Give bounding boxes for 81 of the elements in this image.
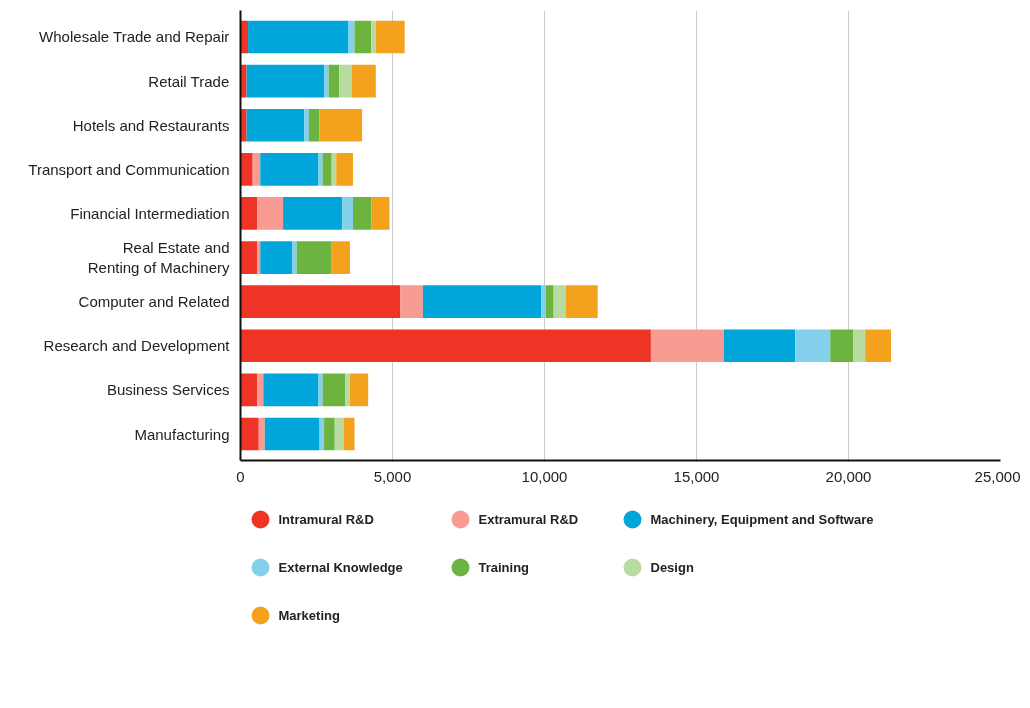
bar (328, 64, 340, 98)
x-tick-label: 15,000 (673, 467, 720, 485)
y-tick-label: Real Estate and Renting of Machinery (87, 238, 230, 277)
bar (246, 64, 325, 98)
y-tick-label: Retail Trade (148, 72, 230, 90)
bar (248, 20, 349, 54)
bar (252, 153, 261, 186)
legend-label: Marketing (278, 608, 340, 623)
bar (349, 373, 369, 407)
bar (240, 329, 651, 363)
bar (422, 285, 542, 318)
bar (541, 285, 547, 318)
x-tick-label: 10,000 (521, 467, 568, 485)
y-tick-label: Transport and Communication (28, 160, 230, 178)
bar (263, 373, 319, 407)
bar (348, 20, 355, 54)
bar (240, 153, 253, 186)
bar (246, 108, 305, 142)
bar (318, 153, 323, 186)
bar (318, 373, 323, 407)
legend-label: External Knowledge (278, 560, 403, 575)
y-tick-label: Hotels and Restaurants (72, 116, 230, 134)
bar (371, 20, 376, 54)
x-tick-label: 5,000 (373, 467, 412, 485)
bar (257, 197, 284, 230)
bar (795, 329, 831, 363)
bar (865, 329, 892, 363)
legend-label: Machinery, Equipment and Software (650, 512, 874, 527)
bar (257, 241, 261, 274)
bar (352, 197, 372, 230)
bar (343, 417, 355, 451)
x-tick-label: 0 (236, 467, 245, 485)
bar (258, 417, 265, 451)
bar (553, 285, 566, 318)
bar (283, 197, 343, 230)
bar (546, 285, 554, 318)
bar (830, 329, 854, 363)
bar (257, 373, 264, 407)
bar (240, 285, 401, 318)
bar (240, 197, 258, 230)
bar (304, 108, 309, 142)
y-tick-label: Business Services (106, 381, 230, 399)
bar (308, 108, 320, 142)
bar (354, 20, 372, 54)
bar (240, 417, 259, 451)
bar (345, 373, 350, 407)
bar (650, 329, 724, 363)
bar (324, 417, 335, 451)
bar (723, 329, 796, 363)
bar (565, 285, 598, 318)
legend-label: Design (650, 560, 694, 575)
bar (400, 285, 423, 318)
x-tick-label: 20,000 (825, 467, 872, 485)
legend-label: Extramural R&D (478, 512, 579, 527)
bar (240, 241, 258, 274)
bar (342, 197, 353, 230)
bar (260, 153, 319, 186)
bar (324, 64, 329, 98)
bar (319, 108, 363, 142)
x-tick-label: 25,000 (974, 467, 1021, 485)
bar (264, 417, 320, 451)
bar (322, 373, 346, 407)
bar (334, 417, 344, 451)
y-tick-label: Research and Development (43, 337, 231, 355)
bar (336, 153, 353, 186)
y-tick-label: Financial Intermediation (70, 204, 230, 222)
legend-label: Intramural R&D (278, 512, 374, 527)
y-tick-label: Wholesale Trade and Repair (39, 28, 230, 46)
bar (371, 197, 390, 230)
bar (296, 241, 332, 274)
bar (351, 64, 376, 98)
y-tick-label: Computer and Related (78, 293, 230, 311)
bar (375, 20, 405, 54)
bar (331, 241, 350, 274)
y-tick-label: Manufacturing (134, 425, 230, 443)
legend-label: Training (478, 560, 530, 575)
bar (853, 329, 866, 363)
bar (322, 153, 332, 186)
bar (292, 241, 297, 274)
bar (260, 241, 293, 274)
bar (339, 64, 352, 98)
